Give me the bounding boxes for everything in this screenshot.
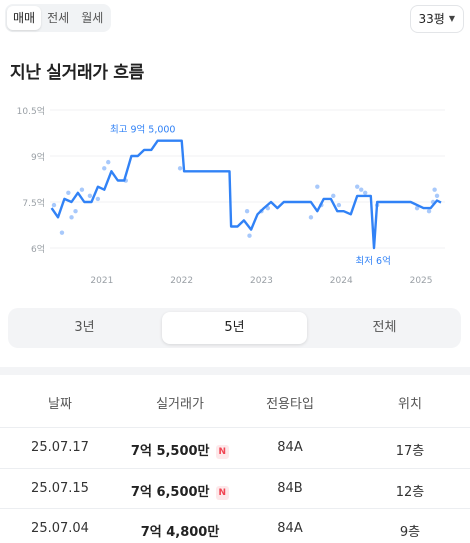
period-tab-all[interactable]: 전체 [372,320,397,335]
price-chart-svg: 10.5억 9억 7.5억 6억 2021 2022 2023 2024 2025 최고 9억 5… [17,105,445,286]
row-date: 25.07.04 [31,521,89,536]
scatter-point [315,184,320,189]
header-floor: 위치 [398,397,422,412]
scatter-point [247,233,252,238]
scatter-point [69,215,74,220]
scatter-point [102,166,107,171]
scatter-point [87,193,93,199]
scatter-point [177,166,183,171]
scatter-point [106,159,111,165]
scatter-point [414,205,420,211]
section-divider [0,367,470,375]
row-price-cell: 7억 6,500만 N [120,481,240,500]
page-title: 지난 실거래가 흐름 [10,63,144,83]
scatter-point [355,184,360,189]
y-tick-label: 7.5억 [22,197,45,209]
size-select-value: 33평 [418,12,445,26]
row-floor: 9층 [399,525,421,540]
x-tick-label: 2021 [90,276,113,286]
scatter-point [434,193,440,199]
row-type: 84B [277,481,303,496]
period-tab-3y[interactable]: 3년 [74,320,95,335]
row-floor: 12층 [395,485,425,500]
row-price-cell: 7억 5,500만 N [120,440,240,459]
period-tabs: 3년 5년 전체 [8,308,461,348]
caret-down-icon: ▼ [448,14,455,23]
annotation-min: 최저 6억 [356,255,391,267]
scatter-point [331,193,336,199]
deal-type-tabs: 매매 전세 월세 [5,4,112,32]
x-tick-label: 2022 [170,276,193,286]
scatter-point [95,196,101,202]
header-type: 전용타입 [266,397,314,412]
tab-sale[interactable]: 매매 [7,6,42,30]
new-badge: N [215,445,230,459]
scatter-point [79,187,85,192]
tab-monthly-rent[interactable]: 월세 [81,11,104,25]
tab-jeonse[interactable]: 전세 [47,11,70,25]
y-tick-label: 9억 [31,151,45,163]
scatter-point [336,202,342,208]
header-price: 실거래가 [156,397,204,412]
table-header: 날짜 실거래가 전용타입 위치 [0,393,470,423]
y-tick-label: 6억 [31,243,45,255]
row-type: 84A [277,440,303,455]
row-price: 7억 4,800만 [140,525,220,540]
row-price: 7억 6,500만 [130,485,210,500]
period-tab-5y[interactable]: 5년 [162,312,307,344]
price-chart: 10.5억 9억 7.5억 6억 2021 2022 2023 2024 2025 최고 9억 5… [0,96,470,296]
table-row[interactable]: 25.07.15 7억 6,500만 N 84B 12층 [0,468,470,508]
scatter-point [51,202,57,208]
scatter-point [359,187,364,192]
x-tick-label: 2025 [410,276,433,286]
scatter-point [66,190,71,195]
scatter-point [244,209,250,214]
scatter-point [59,230,65,235]
annotation-max: 최고 9억 5,000 [110,124,176,136]
scatter-point [426,209,432,214]
row-price: 7억 5,500만 [130,444,210,459]
row-date: 25.07.17 [31,440,89,455]
header-date: 날짜 [48,397,72,412]
size-select[interactable]: 33평 ▼ [409,5,464,33]
x-tick-label: 2023 [250,276,273,286]
y-tick-label: 10.5억 [17,105,45,117]
top-bar: 매매 전세 월세 33평 ▼ [0,0,470,40]
scatter-point [308,215,314,220]
row-date: 25.07.15 [31,481,89,496]
table-row[interactable]: 25.07.17 7억 5,500만 N 84A 17층 [0,427,470,467]
price-line [50,139,442,250]
row-type: 84A [277,521,303,536]
x-tick-label: 2024 [330,276,353,286]
row-floor: 17층 [395,444,425,459]
row-price-cell: 7억 4,800만 [120,521,240,540]
new-badge: N [215,486,230,500]
table-row[interactable]: 25.07.04 7억 4,800만 84A 9층 [0,508,470,543]
scatter-point [363,190,368,195]
scatter-point [432,187,437,192]
scatter-point [73,209,78,214]
